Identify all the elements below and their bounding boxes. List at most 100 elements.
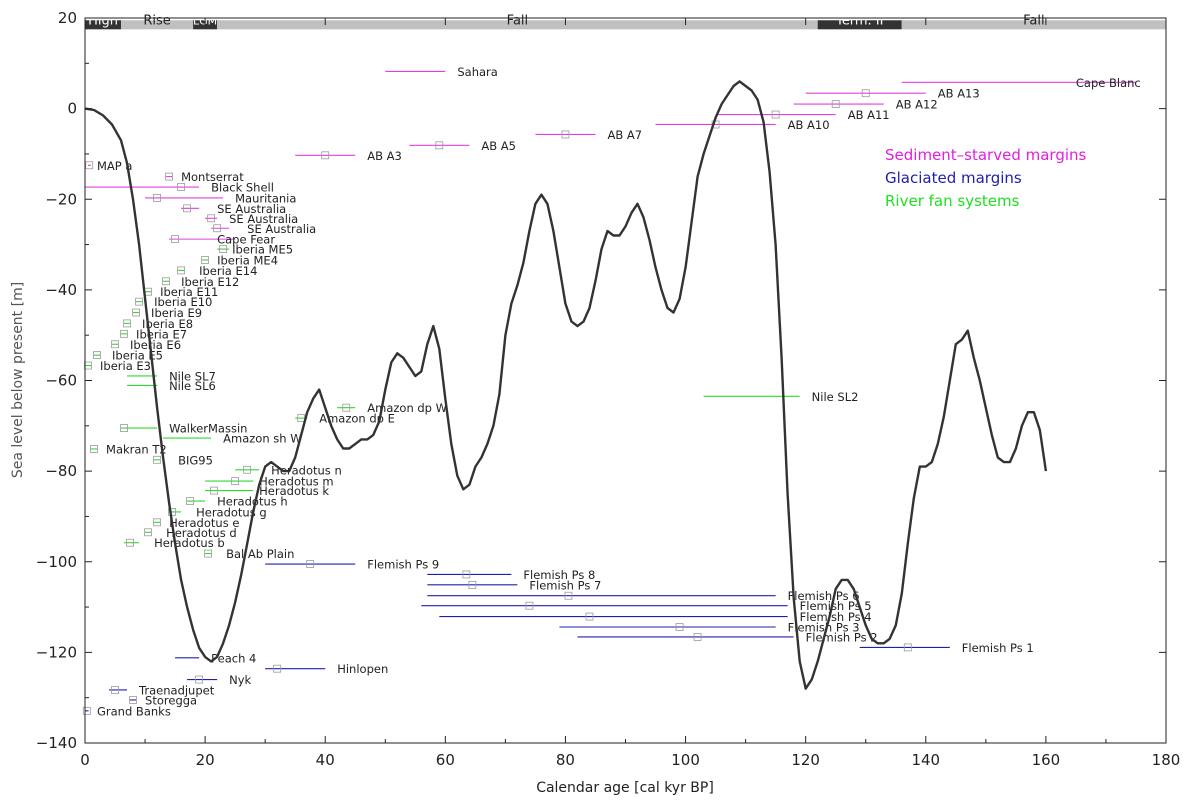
marker-label: Iberia E14 bbox=[199, 264, 257, 278]
marker-label: Iberia ME4 bbox=[217, 253, 278, 267]
marker-point bbox=[468, 580, 477, 589]
marker-point bbox=[153, 455, 161, 464]
marker-label: Traenadjupet bbox=[138, 683, 215, 697]
marker-point bbox=[213, 224, 222, 233]
marker-label: Nyk bbox=[229, 673, 251, 687]
marker-point bbox=[85, 161, 94, 170]
marker-label: Amazon dp E bbox=[319, 412, 395, 426]
y-tick-label: 0 bbox=[67, 100, 77, 118]
y-tick-label: −100 bbox=[36, 553, 77, 571]
marker-label: Iberia E6 bbox=[130, 338, 181, 352]
marker-point bbox=[183, 204, 191, 213]
marker-label: Flemish Ps 3 bbox=[788, 621, 860, 635]
marker-point bbox=[243, 465, 252, 474]
phase-label: Fall bbox=[1023, 13, 1044, 28]
x-tick-label: 0 bbox=[80, 751, 90, 769]
marker-point bbox=[171, 235, 179, 244]
marker-point bbox=[165, 172, 173, 181]
marker-point bbox=[831, 100, 840, 108]
marker-point bbox=[120, 329, 128, 338]
marker-label: Cape Fear bbox=[217, 233, 275, 247]
x-tick-label: 100 bbox=[671, 751, 700, 769]
marker-label: Grand Banks bbox=[97, 704, 171, 718]
marker-label: Storegga bbox=[145, 693, 197, 707]
marker-label: Heradotus k bbox=[259, 484, 329, 498]
x-tick-label: 120 bbox=[791, 751, 820, 769]
marker-point bbox=[306, 560, 315, 568]
legend: Sediment–starved margins Glaciated margin… bbox=[885, 146, 1087, 210]
phase-segment bbox=[121, 20, 194, 30]
phase-label: Term. II bbox=[835, 13, 883, 28]
marker-label: Flemish Ps 1 bbox=[962, 641, 1034, 655]
y-tick-label: −20 bbox=[45, 190, 77, 208]
marker-point bbox=[120, 424, 128, 432]
marker-point bbox=[144, 528, 152, 537]
marker-label: Flemish Ps 4 bbox=[800, 610, 872, 624]
marker-point bbox=[177, 266, 185, 275]
marker-point bbox=[861, 89, 870, 98]
marker-label: Black Shell bbox=[211, 181, 274, 195]
sea-level-curve bbox=[84, 80, 1048, 690]
marker-point bbox=[585, 612, 594, 621]
marker-label: Amazon sh W bbox=[223, 432, 301, 446]
plot-frame bbox=[84, 17, 1167, 744]
marker-point bbox=[177, 183, 185, 191]
marker-point bbox=[111, 340, 119, 349]
marker-label: Heradotus m bbox=[259, 475, 333, 489]
x-tick-label: 20 bbox=[196, 751, 215, 769]
marker-point bbox=[204, 549, 213, 558]
y-tick-label: 20 bbox=[58, 9, 77, 27]
marker-label: Iberia E11 bbox=[160, 285, 218, 299]
y-tick-label: −60 bbox=[45, 372, 77, 390]
marker-point bbox=[153, 518, 161, 527]
marker-point bbox=[93, 351, 101, 360]
marker-label: AB A12 bbox=[896, 98, 938, 112]
marker-label: Iberia E9 bbox=[151, 306, 202, 320]
marker-point bbox=[903, 643, 912, 652]
y-tick-label: −140 bbox=[36, 734, 77, 752]
marker-label: Iberia E8 bbox=[142, 317, 193, 331]
axes: 0 20 40 60 80 100 120 140 160 180200−20−40−60−80−… bbox=[36, 9, 1181, 769]
marker-point bbox=[564, 591, 573, 600]
marker-label: AB A7 bbox=[607, 128, 642, 142]
marker-label: Iberia E12 bbox=[181, 275, 239, 289]
marker-label: Iberia E3 bbox=[100, 359, 151, 373]
marker-point bbox=[82, 706, 91, 715]
marker-label: Bal Ab Plain bbox=[226, 547, 294, 561]
marker-point bbox=[186, 497, 194, 505]
x-tick-label: 80 bbox=[556, 751, 575, 769]
marker-point bbox=[342, 403, 351, 412]
marker-point bbox=[219, 245, 228, 253]
marker-point bbox=[693, 633, 702, 641]
marker-label: Nile SL6 bbox=[169, 379, 216, 393]
phase-segment bbox=[217, 20, 818, 30]
sea-level-curve-group bbox=[84, 80, 1048, 690]
marker-label: Peach 4 bbox=[211, 651, 256, 665]
phase-label: Fall bbox=[507, 13, 528, 28]
phase-segment bbox=[85, 20, 122, 30]
marker-point bbox=[126, 538, 134, 547]
marker-label: Mauritania bbox=[235, 191, 296, 205]
marker-label: Hinlopen bbox=[337, 662, 388, 676]
marker-point bbox=[207, 214, 216, 223]
marker-point bbox=[675, 623, 684, 631]
marker-point bbox=[273, 664, 282, 673]
legend-entry: Sediment–starved margins bbox=[885, 146, 1087, 164]
marker-point bbox=[195, 675, 204, 684]
marker-point bbox=[321, 151, 330, 160]
marker-label: Iberia E10 bbox=[154, 295, 212, 309]
y-tick-label: −80 bbox=[45, 462, 77, 480]
x-tick-label: 180 bbox=[1152, 751, 1181, 769]
marker-point bbox=[201, 256, 210, 264]
x-tick-label: 160 bbox=[1032, 751, 1061, 769]
marker-label: BIG95 bbox=[178, 453, 213, 467]
marker-label: Amazon dp W bbox=[367, 401, 447, 415]
marker-point bbox=[162, 277, 170, 286]
x-axis-label: Calendar age [cal kyr BP] bbox=[536, 780, 714, 796]
marker-point bbox=[135, 297, 143, 306]
marker-point bbox=[525, 601, 534, 610]
marker-point bbox=[90, 445, 98, 453]
marker-label: Flemish Ps 8 bbox=[523, 568, 595, 582]
marker-point bbox=[231, 477, 240, 485]
